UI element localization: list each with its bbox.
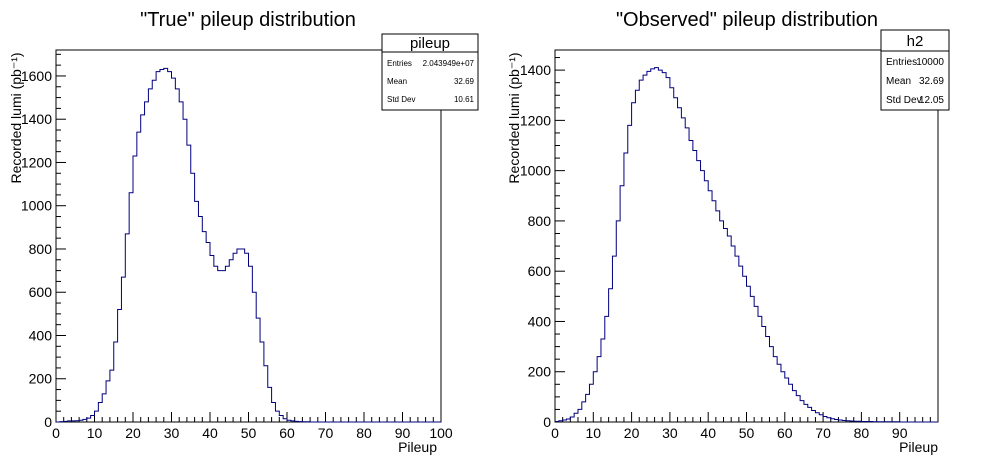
x-tick-label: 60 bbox=[777, 425, 793, 441]
y-tick-label: 0 bbox=[44, 414, 52, 430]
chart-title: "Observed" pileup distribution bbox=[616, 9, 878, 31]
histogram-series bbox=[555, 67, 938, 423]
x-tick-label: 0 bbox=[551, 425, 559, 441]
x-tick-label: 10 bbox=[586, 425, 602, 441]
y-axis-label: Recorded lumi (pb⁻¹) bbox=[506, 52, 522, 183]
stats-box-name: pileup bbox=[410, 35, 450, 52]
y-tick-label: 400 bbox=[528, 313, 552, 329]
y-tick-label: 200 bbox=[528, 364, 552, 380]
chart-observed-pileup: "Observed" pileup distribution Recorded … bbox=[506, 9, 950, 455]
y-axis-label: Recorded lumi (pb⁻¹) bbox=[8, 52, 24, 183]
stats-entries-key: Entries bbox=[387, 59, 412, 68]
stats-mean-key: Mean bbox=[387, 77, 407, 86]
x-tick-label: 30 bbox=[164, 425, 180, 441]
x-tick-label: 90 bbox=[892, 425, 908, 441]
x-tick-label: 60 bbox=[279, 425, 295, 441]
x-tick-label: 50 bbox=[739, 425, 755, 441]
y-tick-label: 1600 bbox=[21, 68, 52, 84]
y-tick-label: 600 bbox=[528, 263, 552, 279]
y-tick-label: 0 bbox=[543, 414, 551, 430]
stats-mean-value: 32.69 bbox=[919, 76, 944, 87]
x-axis-label: Pileup bbox=[899, 439, 938, 455]
stats-mean-key: Mean bbox=[886, 76, 911, 87]
x-tick-label: 100 bbox=[429, 425, 453, 441]
stats-entries-value: 2.043949e+07 bbox=[423, 59, 475, 68]
x-tick-label: 20 bbox=[125, 425, 141, 441]
x-tick-label: 90 bbox=[395, 425, 411, 441]
x-tick-label: 80 bbox=[854, 425, 870, 441]
stats-stddev-key: Std Dev bbox=[387, 95, 415, 104]
chart-title: "True" pileup distribution bbox=[140, 9, 356, 31]
x-tick-label: 70 bbox=[318, 425, 334, 441]
y-tick-label: 400 bbox=[29, 327, 53, 343]
x-tick-label: 10 bbox=[87, 425, 103, 441]
x-tick-label: 40 bbox=[700, 425, 716, 441]
y-tick-label: 1400 bbox=[21, 111, 52, 127]
y-tick-label: 1200 bbox=[21, 154, 52, 170]
x-axis-label: Pileup bbox=[398, 439, 437, 455]
y-tick-label: 1000 bbox=[21, 198, 52, 214]
stats-stddev-value: 10.61 bbox=[454, 95, 475, 104]
y-tick-label: 800 bbox=[528, 213, 552, 229]
stats-stddev-key: Std Dev bbox=[886, 95, 922, 106]
y-tick-label: 1200 bbox=[520, 112, 551, 128]
x-tick-label: 30 bbox=[662, 425, 678, 441]
y-tick-label: 600 bbox=[29, 284, 53, 300]
x-tick-label: 50 bbox=[241, 425, 257, 441]
y-tick-label: 1000 bbox=[520, 163, 551, 179]
x-tick-label: 70 bbox=[815, 425, 831, 441]
y-tick-label: 1400 bbox=[520, 62, 551, 78]
stats-box-name: h2 bbox=[907, 33, 924, 50]
x-tick-label: 20 bbox=[624, 425, 640, 441]
x-tick-label: 80 bbox=[356, 425, 372, 441]
x-tick-label: 40 bbox=[202, 425, 218, 441]
stats-entries-key: Entries bbox=[886, 57, 917, 68]
x-tick-label: 0 bbox=[52, 425, 60, 441]
chart-true-pileup: "True" pileup distribution Recorded lumi… bbox=[8, 9, 479, 455]
histogram-series bbox=[56, 67, 441, 423]
y-tick-label: 800 bbox=[29, 241, 53, 257]
y-tick-label: 200 bbox=[29, 371, 53, 387]
stats-mean-value: 32.69 bbox=[454, 77, 475, 86]
stats-box: pileup Entries 2.043949e+07 Mean 32.69 S… bbox=[381, 33, 479, 111]
stats-box: h2 Entries 10000 Mean 32.69 Std Dev 12.0… bbox=[880, 29, 950, 111]
stats-stddev-value: 12.05 bbox=[919, 95, 944, 106]
stats-entries-value: 10000 bbox=[916, 57, 944, 68]
